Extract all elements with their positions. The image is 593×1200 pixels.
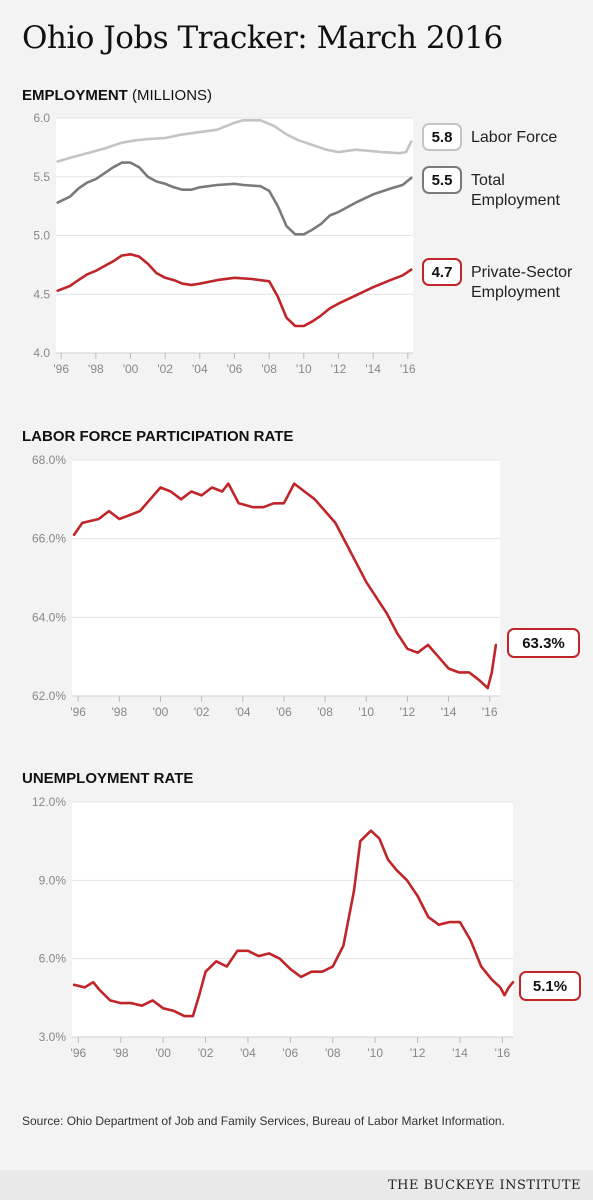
- y-tick-label: 3.0%: [39, 1030, 67, 1044]
- y-tick-label: 62.0%: [32, 689, 66, 703]
- y-tick-label: 5.0: [33, 229, 50, 243]
- unemployment-chart: 3.0% 6.0% 9.0% 12.0% '96 '98 '00 '02 '04 '06 '08 '1…: [32, 795, 581, 1060]
- end-value-badge: [422, 258, 462, 286]
- y-tick-label: 6.0: [33, 111, 50, 125]
- x-tick-label: '08: [317, 705, 333, 719]
- series-line-2: [56, 161, 413, 236]
- end-value-label: 5.8: [432, 129, 453, 146]
- x-tick-label: '04: [192, 362, 208, 376]
- end-value-label: 5.5: [432, 172, 453, 189]
- x-tick-label: '98: [88, 362, 104, 376]
- y-tick-label: 9.0%: [39, 873, 67, 887]
- x-tick-label: '12: [400, 705, 416, 719]
- x-tick-label: '04: [235, 705, 251, 719]
- page-title: Ohio Jobs Tracker: March 2016: [22, 20, 503, 56]
- end-value-badge: [422, 123, 462, 151]
- unemployment-section-title: UNEMPLOYMENT RATE: [22, 770, 194, 787]
- y-tick-label: 66.0%: [32, 532, 66, 546]
- x-tick-label: '10: [367, 1046, 383, 1060]
- series-name-label: Total: [471, 172, 505, 189]
- x-tick-label: '00: [155, 1046, 171, 1060]
- series-name-label: Private-Sector: [471, 264, 573, 281]
- brand-logo: THE BUCKEYE INSTITUTE: [387, 1178, 581, 1193]
- x-tick-label: '14: [441, 705, 457, 719]
- x-tick-label: '98: [112, 705, 128, 719]
- x-tick-label: '00: [153, 705, 169, 719]
- x-tick-label: '08: [325, 1046, 341, 1060]
- x-tick-label: '08: [261, 362, 277, 376]
- y-tick-label: 12.0%: [32, 795, 66, 809]
- end-value-badge: [507, 628, 580, 658]
- x-tick-label: '96: [71, 1046, 87, 1060]
- employment-chart: 4.0 4.5 5.0 5.5 6.0 '96 '98 '00 '02 '04 '06 '08 '10 '…: [33, 111, 573, 376]
- lfpr-chart: 62.0% 64.0% 66.0% 68.0% '96 '98 '00 '02 '04 '06 '0…: [32, 453, 580, 719]
- y-tick-label: 4.5: [33, 287, 50, 301]
- source-note: Source: Ohio Department of Job and Famil…: [22, 1114, 505, 1128]
- y-tick-label: 4.0: [33, 346, 50, 360]
- end-value-label: 4.7: [432, 264, 453, 281]
- series-name-label: Employment: [471, 284, 560, 301]
- x-tick-label: '04: [240, 1046, 256, 1060]
- series-line-1: [72, 829, 515, 1018]
- series-line-3: [56, 253, 413, 328]
- plot-area: [72, 802, 513, 1037]
- employment-unit: (MILLIONS): [132, 87, 213, 104]
- x-tick-label: '12: [331, 362, 347, 376]
- x-tick-label: '16: [482, 705, 498, 719]
- y-tick-label: 5.5: [33, 170, 50, 184]
- employment-title: EMPLOYMENT: [22, 87, 128, 104]
- x-tick-label: '10: [358, 705, 374, 719]
- x-tick-label: '06: [276, 705, 292, 719]
- end-value-badge: [519, 971, 581, 1001]
- x-tick-label: '02: [194, 705, 210, 719]
- x-tick-label: '06: [283, 1046, 299, 1060]
- x-tick-label: '00: [123, 362, 139, 376]
- series-name-label: Employment: [471, 192, 560, 209]
- x-tick-label: '02: [157, 362, 173, 376]
- x-tick-label: '14: [452, 1046, 468, 1060]
- end-value-label: 5.1%: [533, 978, 567, 995]
- x-tick-label: '10: [296, 362, 312, 376]
- x-tick-label: '96: [53, 362, 69, 376]
- series-line-1: [72, 482, 498, 690]
- y-tick-label: 6.0%: [39, 952, 67, 966]
- x-tick-label: '16: [495, 1046, 511, 1060]
- y-tick-label: 64.0%: [32, 610, 66, 624]
- series-name-label: Labor Force: [471, 129, 557, 146]
- x-tick-label: '16: [400, 362, 416, 376]
- x-tick-label: '12: [410, 1046, 426, 1060]
- x-tick-label: '14: [365, 362, 381, 376]
- lfpr-section-title: LABOR FORCE PARTICIPATION RATE: [22, 428, 294, 445]
- employment-section-title: EMPLOYMENT (MILLIONS): [22, 87, 212, 104]
- x-tick-label: '96: [70, 705, 86, 719]
- x-tick-label: '06: [227, 362, 243, 376]
- series-line-1: [56, 119, 413, 163]
- x-tick-label: '02: [198, 1046, 214, 1060]
- end-value-label: 63.3%: [522, 635, 565, 652]
- y-tick-label: 68.0%: [32, 453, 66, 467]
- footer-bar: [0, 1170, 593, 1200]
- end-value-badge: [422, 166, 462, 194]
- x-tick-label: '98: [113, 1046, 129, 1060]
